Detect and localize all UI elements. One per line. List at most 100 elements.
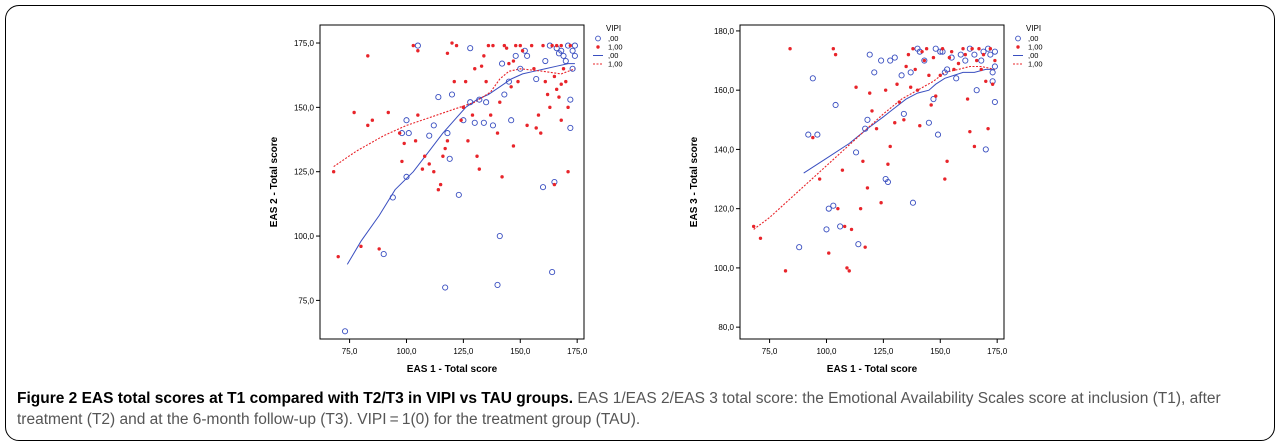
data-point-vipi-1 bbox=[432, 170, 436, 174]
data-point-vipi-0 bbox=[442, 284, 449, 291]
data-point-vipi-0 bbox=[805, 131, 812, 138]
caption-title: Figure 2 EAS total scores at T1 compared… bbox=[17, 390, 574, 407]
data-point-vipi-0 bbox=[796, 244, 803, 251]
data-point-vipi-1 bbox=[965, 97, 970, 101]
data-point-vipi-1 bbox=[981, 52, 986, 57]
data-point-vipi-0 bbox=[884, 178, 891, 186]
data-point-vipi-1 bbox=[436, 188, 441, 192]
x-tick-label: 75,0 bbox=[762, 347, 778, 356]
data-point-vipi-0 bbox=[405, 130, 412, 137]
data-point-vipi-1 bbox=[459, 118, 463, 122]
data-point-vipi-0 bbox=[853, 149, 860, 156]
data-point-vipi-1 bbox=[972, 144, 977, 149]
data-point-vipi-1 bbox=[484, 79, 488, 84]
data-point-vipi-1 bbox=[977, 46, 981, 51]
data-point-vipi-1 bbox=[416, 113, 420, 117]
data-point-vipi-1 bbox=[359, 244, 363, 249]
data-point-vipi-1 bbox=[943, 177, 947, 181]
legend-label: 1,00 bbox=[608, 43, 623, 52]
legend-marker-dot bbox=[596, 45, 600, 49]
data-point-vipi-0 bbox=[512, 52, 519, 59]
data-point-vipi-1 bbox=[947, 55, 952, 60]
data-point-vipi-1 bbox=[559, 82, 563, 86]
data-point-vipi-0 bbox=[435, 94, 442, 101]
data-point-vipi-1 bbox=[956, 61, 961, 66]
data-point-vipi-0 bbox=[567, 96, 574, 103]
data-point-vipi-1 bbox=[473, 67, 477, 71]
data-point-vipi-1 bbox=[751, 224, 756, 229]
data-point-vipi-0 bbox=[455, 191, 462, 198]
data-point-vipi-1 bbox=[568, 43, 573, 48]
data-point-vipi-1 bbox=[920, 49, 924, 54]
data-point-vipi-1 bbox=[552, 74, 557, 79]
x-tick-label: 100,0 bbox=[816, 347, 837, 356]
x-axis-label: EAS 1 - Total score bbox=[827, 364, 918, 375]
data-point-vipi-1 bbox=[911, 46, 915, 51]
data-point-vipi-0 bbox=[814, 131, 821, 138]
data-point-vipi-0 bbox=[403, 173, 410, 180]
data-point-vipi-1 bbox=[854, 85, 858, 89]
data-point-vipi-1 bbox=[984, 79, 988, 83]
y-tick-label: 75,0 bbox=[298, 296, 314, 305]
plot-area bbox=[739, 24, 1005, 340]
data-point-vipi-1 bbox=[532, 67, 536, 71]
data-point-vipi-1 bbox=[511, 144, 516, 148]
data-point-vipi-0 bbox=[825, 205, 832, 212]
data-point-vipi-0 bbox=[991, 98, 998, 106]
data-point-vipi-1 bbox=[502, 43, 507, 48]
data-point-vipi-1 bbox=[352, 110, 356, 115]
data-point-vipi-0 bbox=[571, 52, 578, 59]
data-point-vipi-0 bbox=[569, 65, 576, 72]
data-point-vipi-1 bbox=[463, 79, 468, 84]
data-point-vipi-1 bbox=[990, 82, 995, 86]
data-point-vipi-0 bbox=[426, 132, 433, 139]
y-axis-label: EAS 3 - Total score bbox=[689, 136, 700, 227]
data-point-vipi-1 bbox=[961, 46, 965, 51]
data-point-vipi-1 bbox=[400, 159, 404, 164]
data-point-vipi-1 bbox=[386, 110, 390, 115]
data-point-vipi-0 bbox=[467, 99, 474, 106]
data-point-vipi-1 bbox=[470, 113, 475, 117]
data-point-vipi-1 bbox=[831, 46, 836, 51]
data-point-vipi-0 bbox=[932, 45, 939, 52]
data-point-vipi-0 bbox=[887, 57, 894, 64]
data-point-vipi-1 bbox=[993, 58, 997, 63]
caption-text: EAS 1/EAS 2/EAS 3 total score: the Emoti… bbox=[17, 390, 1221, 428]
data-point-vipi-1 bbox=[827, 251, 831, 255]
data-point-vipi-0 bbox=[832, 101, 839, 109]
data-point-vipi-1 bbox=[548, 105, 552, 110]
data-point-vipi-0 bbox=[467, 45, 474, 52]
data-point-vipi-1 bbox=[331, 170, 336, 174]
legend-label: ,00 bbox=[1028, 34, 1038, 43]
data-point-vipi-1 bbox=[511, 59, 516, 63]
data-point-vipi-0 bbox=[569, 47, 576, 54]
data-point-vipi-1 bbox=[422, 154, 427, 158]
data-point-vipi-0 bbox=[898, 72, 905, 79]
data-point-vipi-1 bbox=[847, 269, 851, 273]
data-point-vipi-1 bbox=[370, 118, 375, 122]
data-point-vipi-1 bbox=[931, 55, 936, 60]
legend-label: 1,00 bbox=[608, 60, 623, 69]
legend-label: ,00 bbox=[608, 51, 618, 60]
data-point-vipi-0 bbox=[414, 42, 421, 49]
data-point-vipi-1 bbox=[879, 201, 883, 205]
data-point-vipi-0 bbox=[971, 51, 978, 58]
legend-marker-open-circle bbox=[1015, 35, 1021, 42]
data-point-vipi-1 bbox=[988, 46, 993, 51]
data-point-vipi-1 bbox=[895, 82, 899, 86]
data-point-vipi-0 bbox=[524, 52, 531, 59]
legend-label: ,00 bbox=[608, 34, 618, 43]
data-point-vipi-1 bbox=[788, 46, 792, 51]
data-point-vipi-0 bbox=[878, 57, 885, 64]
data-point-vipi-1 bbox=[427, 162, 431, 166]
data-point-vipi-0 bbox=[341, 328, 349, 335]
data-point-vipi-1 bbox=[529, 43, 534, 48]
data-point-vipi-1 bbox=[545, 92, 550, 97]
data-point-vipi-1 bbox=[863, 245, 867, 249]
data-point-vipi-1 bbox=[413, 139, 418, 143]
data-point-vipi-0 bbox=[962, 57, 969, 64]
data-point-vipi-1 bbox=[475, 154, 479, 158]
data-point-vipi-0 bbox=[560, 52, 567, 59]
fit-line-vipi-1 bbox=[333, 68, 576, 168]
x-tick-label: 125,0 bbox=[873, 347, 894, 356]
